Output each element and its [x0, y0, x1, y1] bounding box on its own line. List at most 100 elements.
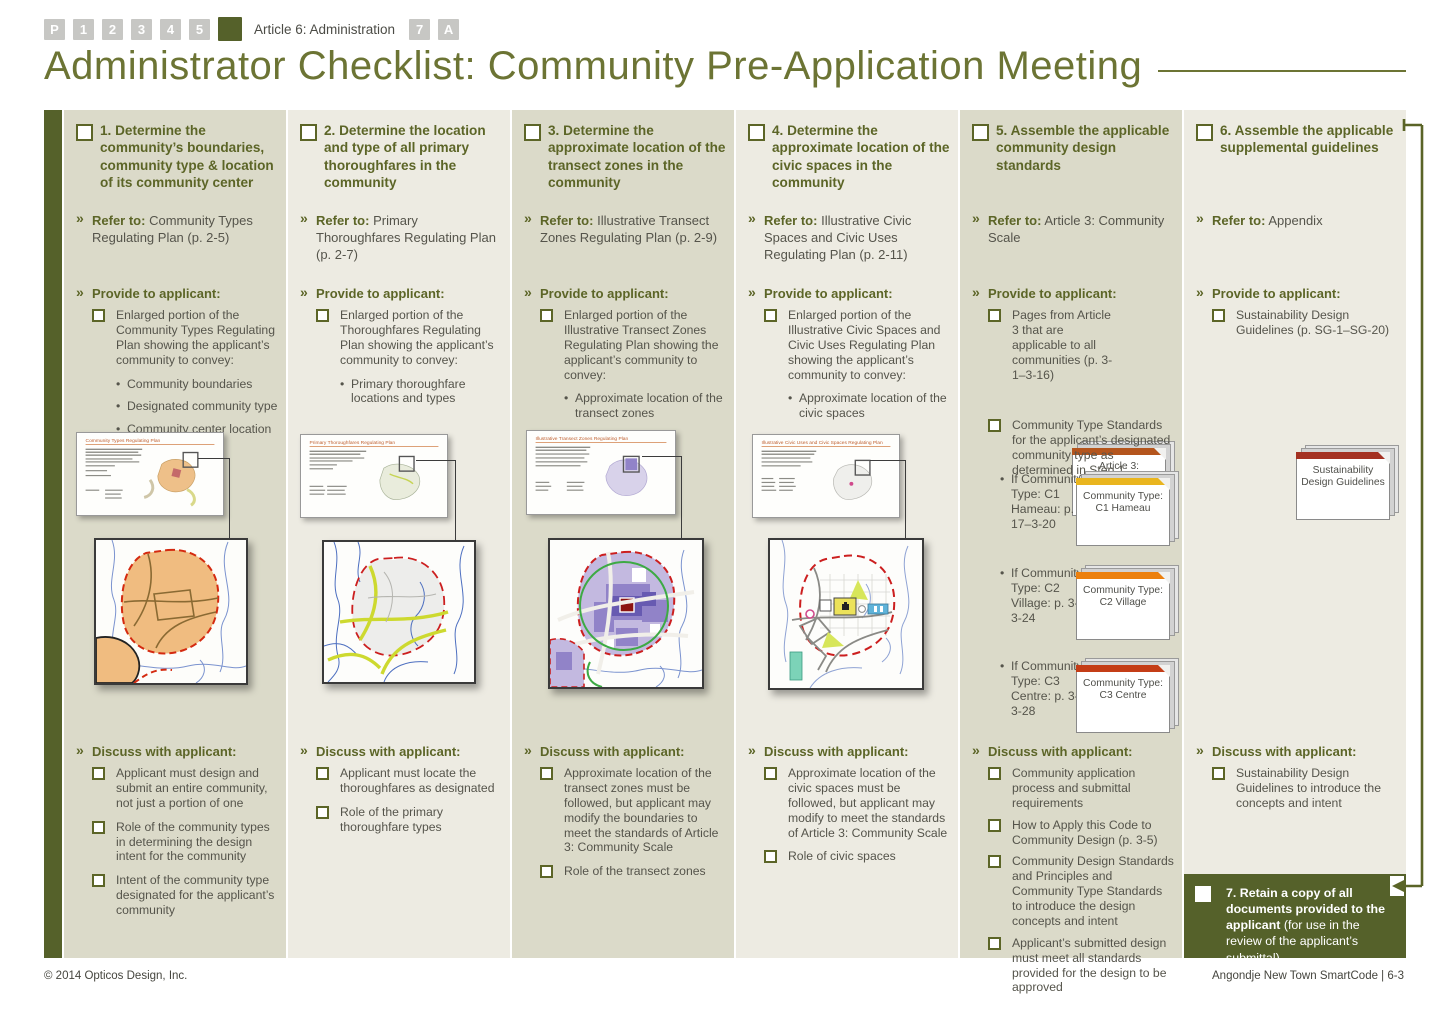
discuss-item-text: Sustainability Design Guidelines to intr… — [1236, 766, 1381, 810]
provide-item-checkbox[interactable] — [764, 309, 777, 322]
thoroughfares-map — [322, 540, 476, 684]
refer-label: Refer to: — [764, 213, 818, 228]
refer-label: Refer to: — [316, 213, 370, 228]
provide-bullet: Approximate location of the civic spaces — [799, 391, 947, 421]
chevron-icon: » — [1196, 742, 1204, 758]
bullet-icon: • — [116, 422, 121, 437]
provide-bullet: Designated community type — [127, 399, 278, 414]
active-article-label: Article 6: Administration — [254, 21, 396, 37]
callout-connector — [642, 456, 682, 538]
chevron-icon: » — [1196, 210, 1204, 226]
tab-appendix[interactable]: A — [438, 18, 460, 40]
discuss-item-checkbox[interactable] — [988, 767, 1001, 780]
step-3-checkbox[interactable] — [524, 124, 541, 141]
callout-connector — [416, 460, 456, 540]
tab-article-4[interactable]: 4 — [160, 18, 181, 40]
document-title: Community Type: C3 Centre — [1083, 678, 1163, 702]
step-7-checkbox[interactable] — [1195, 886, 1211, 902]
provide-item-checkbox[interactable] — [988, 419, 1001, 432]
bullet-icon: • — [116, 399, 121, 414]
bullet-icon: • — [1000, 472, 1005, 486]
discuss-item-checkbox[interactable] — [316, 767, 329, 780]
refer-label: Refer to: — [1212, 213, 1266, 228]
provide-item-text: Enlarged portion of the Illustrative Tra… — [564, 308, 719, 382]
provide-item-checkbox[interactable] — [988, 309, 1001, 322]
tab-article-1[interactable]: 1 — [73, 18, 94, 40]
provide-item-checkbox[interactable] — [316, 309, 329, 322]
provide-item-text: Community Type Standards for the applica… — [1012, 418, 1171, 477]
step6-to-step7-arrow — [1390, 119, 1424, 896]
tab-article-3[interactable]: 3 — [131, 18, 152, 40]
bullet-icon: • — [1000, 566, 1005, 580]
discuss-label: Discuss with applicant: — [92, 744, 237, 759]
article-tab-bar: P 1 2 3 4 5 Article 6: Administration 7 … — [44, 17, 460, 41]
chevron-icon: » — [76, 742, 84, 758]
transect-zones-plan-thumbnail: Illustrative Transect Zones Regulating P… — [526, 430, 676, 515]
tab-article-2[interactable]: 2 — [102, 18, 123, 40]
step-2-checkbox[interactable] — [300, 124, 317, 141]
discuss-item-checkbox[interactable] — [988, 818, 1001, 832]
discuss-item-text: Intent of the community type designated … — [116, 873, 275, 917]
provide-item-text: Enlarged portion of the Community Types … — [116, 308, 275, 367]
discuss-item-checkbox[interactable] — [988, 936, 1001, 950]
sustainability-guidelines-document-icon: Sustainability Design Guidelines — [1296, 445, 1399, 520]
step-4-checkbox[interactable] — [748, 124, 765, 141]
civic-spaces-plan-thumbnail: Illustrative Civic Uses and Civic Spaces… — [752, 434, 900, 518]
chevron-icon: » — [972, 210, 980, 226]
step-5-heading: 5. Assemble the applicable community des… — [996, 123, 1170, 173]
discuss-item-checkbox[interactable] — [764, 850, 777, 864]
step-2-heading: 2. Determine the location and type of al… — [324, 123, 486, 191]
discuss-item-text: Approximate location of the civic spaces… — [788, 766, 948, 840]
discuss-item-checkbox[interactable] — [92, 874, 105, 888]
discuss-item-checkbox[interactable] — [316, 805, 329, 819]
refer-value: Appendix — [1268, 213, 1323, 228]
chevron-icon: » — [524, 210, 532, 226]
step-column-6: 6. Assemble the applicable supplemental … — [1184, 110, 1406, 965]
provide-item-checkbox[interactable] — [540, 309, 553, 322]
discuss-item-checkbox[interactable] — [764, 767, 777, 780]
provide-bullet: Primary thoroughfare locations and types — [351, 376, 466, 406]
discuss-item-checkbox[interactable] — [92, 767, 105, 780]
provide-label: Provide to applicant: — [1212, 286, 1341, 301]
document-title: Community Type: C1 Hameau — [1083, 491, 1163, 515]
tab-preamble[interactable]: P — [44, 18, 65, 40]
discuss-item-checkbox[interactable] — [540, 865, 553, 879]
tab-article-7[interactable]: 7 — [409, 18, 431, 40]
chevron-icon: » — [748, 742, 756, 758]
chevron-icon: » — [76, 284, 84, 300]
provide-item-checkbox[interactable] — [1212, 309, 1225, 322]
page-reference: Angondje New Town SmartCode | 6-3 — [1212, 970, 1404, 982]
tab-article-5[interactable]: 5 — [189, 18, 210, 40]
discuss-item-checkbox[interactable] — [540, 767, 553, 780]
discuss-item-checkbox[interactable] — [92, 820, 105, 834]
discuss-item-text: Role of the community types in determini… — [116, 819, 270, 864]
chevron-icon: » — [300, 284, 308, 300]
chevron-icon: » — [972, 284, 980, 300]
discuss-item-text: Community application process and submit… — [1012, 766, 1136, 810]
refer-value: Article 3: Community Scale — [988, 213, 1165, 246]
discuss-item-text: Role of civic spaces — [788, 849, 896, 864]
step-6-checkbox[interactable] — [1196, 124, 1213, 141]
step-column-1: 1. Determine the community’s boundaries,… — [64, 110, 286, 958]
callout-connector — [198, 458, 230, 538]
discuss-item-checkbox[interactable] — [1212, 767, 1225, 780]
thoroughfares-plan-thumbnail: Primary Thoroughfares Regulating Plan — [300, 434, 448, 518]
step-1-checkbox[interactable] — [76, 124, 93, 141]
bullet-icon: • — [340, 376, 345, 391]
step-1-heading: 1. Determine the community’s boundaries,… — [100, 123, 274, 191]
provide-label: Provide to applicant: — [92, 286, 221, 301]
step-6-heading: 6. Assemble the applicable supplemental … — [1220, 123, 1394, 156]
provide-bullet: Community boundaries — [127, 376, 253, 391]
refer-label: Refer to: — [988, 213, 1042, 228]
discuss-item-checkbox[interactable] — [988, 855, 1001, 869]
c2-village-document-icon: Community Type: C2 Village — [1076, 565, 1179, 640]
tab-article-6-active[interactable] — [218, 17, 242, 41]
chevron-icon: » — [524, 742, 532, 758]
provide-item-checkbox[interactable] — [92, 309, 105, 322]
step-5-checkbox[interactable] — [972, 124, 989, 141]
civic-spaces-map — [768, 538, 924, 690]
bullet-icon: • — [564, 391, 569, 406]
discuss-item-text: Applicant’s submitted design must meet a… — [1012, 935, 1167, 995]
provide-item-text: Pages from Article 3 that are applicable… — [1012, 308, 1113, 382]
